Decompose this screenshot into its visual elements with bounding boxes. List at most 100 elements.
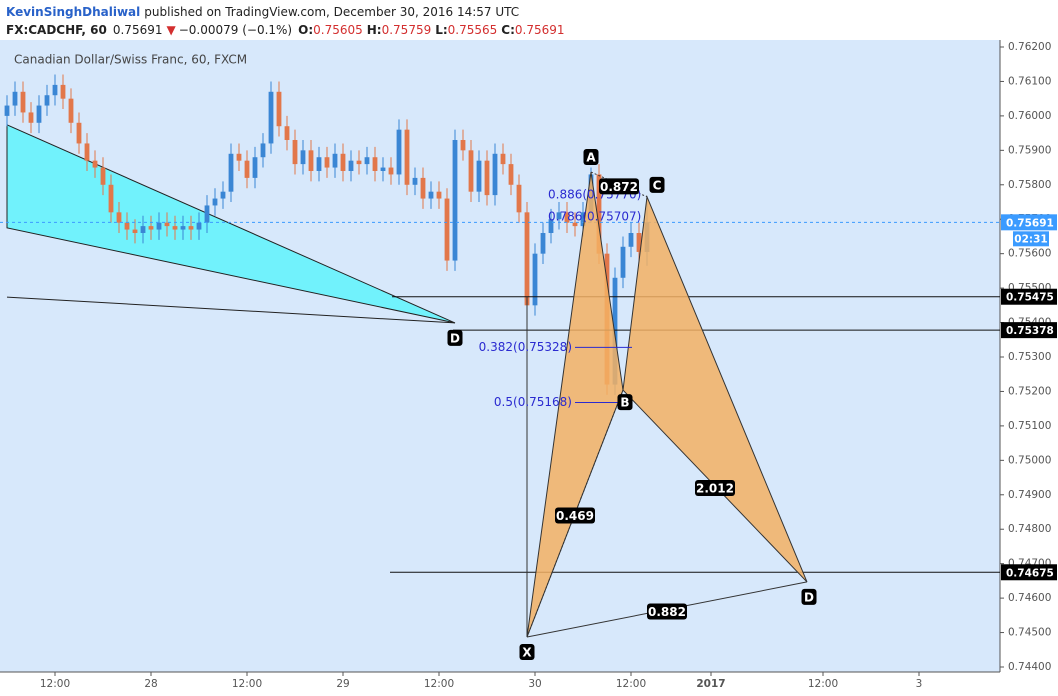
author: KevinSinghDhaliwal [6, 5, 140, 19]
price-axis-background [1000, 40, 1058, 696]
x-tick-label: 2017 [696, 678, 725, 690]
y-tick-label: 0.76100 [1008, 75, 1051, 87]
y-tick-label: 0.75300 [1008, 351, 1051, 363]
point-label-box [801, 588, 817, 605]
header-line: KevinSinghDhaliwal published on TradingVi… [6, 5, 519, 19]
level-label: 0.74675 [1006, 567, 1054, 579]
candle-body [468, 150, 474, 192]
quote-line: FX:CADCHF, 60 0.75691 ▼ −0.00079 (−0.1%) O:0… [6, 23, 565, 37]
close: 0.75691 [515, 23, 565, 37]
point-label: C [653, 178, 662, 192]
candle-body [292, 140, 298, 165]
candle-body [340, 153, 346, 171]
candle-body [236, 153, 242, 161]
candle-body [388, 167, 394, 175]
open: 0.75605 [313, 23, 363, 37]
level-tag [1001, 564, 1057, 581]
candle-body [36, 105, 42, 123]
plot-background [0, 40, 1000, 672]
x-tick-label: 30 [528, 678, 541, 690]
candle-body [196, 222, 202, 230]
candle-body [316, 157, 322, 171]
candle-body [212, 198, 218, 206]
candle-body [76, 122, 82, 144]
candle-body [524, 212, 530, 306]
candle-body [412, 177, 418, 185]
ratio-label: 2.012 [696, 481, 734, 495]
ratio-label-box [555, 507, 595, 524]
candle-body [620, 246, 626, 278]
candle-body [172, 226, 178, 230]
candle-body [148, 226, 154, 230]
countdown-tag [1013, 231, 1049, 247]
candle-body [244, 160, 250, 178]
point-label-box [617, 394, 633, 411]
candle-body [116, 212, 122, 223]
candle-body [404, 129, 410, 185]
candle-body [372, 157, 378, 171]
candle-body [556, 212, 562, 220]
candle-body [572, 222, 578, 227]
candle-body [268, 91, 274, 144]
published: published on TradingView.com, December 3… [144, 5, 519, 19]
x-tick-label: 28 [144, 678, 157, 690]
candle-body [612, 277, 618, 385]
candle-body [628, 233, 634, 247]
x-tick-label: 3 [916, 678, 923, 690]
candle-body [364, 157, 370, 165]
point-label-box [583, 149, 599, 166]
candle-body [436, 191, 442, 199]
candle-body [220, 191, 226, 199]
candle-body [52, 84, 58, 96]
x-tick-label: 12:00 [424, 678, 454, 690]
level-label: 0.75475 [1006, 292, 1054, 304]
candle-body [204, 205, 210, 223]
ratio-label: 0.882 [648, 605, 686, 619]
ratio-label-box [647, 603, 687, 620]
candle-body [284, 126, 290, 140]
candle-body [500, 153, 506, 165]
candle-body [444, 198, 450, 261]
level-label: 0.75378 [1006, 325, 1054, 337]
candle-body [20, 91, 26, 113]
candle-body [228, 153, 234, 192]
y-tick-label: 0.75600 [1008, 248, 1051, 260]
y-tick-label: 0.74900 [1008, 489, 1051, 501]
fib-label: 0.382(0.75328) [479, 340, 572, 354]
high-label: H: [367, 23, 382, 37]
candle-body [68, 98, 74, 123]
ratio-label: 0.872 [600, 180, 638, 194]
last: 0.75691 [113, 23, 163, 37]
y-tick-label: 0.74800 [1008, 523, 1051, 535]
candle-body [380, 167, 386, 171]
candle-body [492, 153, 498, 196]
open-label: O: [298, 23, 313, 37]
candle-body [132, 229, 138, 233]
candle-body [564, 212, 570, 223]
last-price-label: 0.75691 [1006, 217, 1054, 229]
candle-body [484, 160, 490, 196]
candle-body [532, 253, 538, 306]
candle-body [140, 226, 146, 233]
last-price-tag [1001, 214, 1057, 231]
candle-body [428, 191, 434, 199]
candle-body [596, 174, 602, 254]
x-tick-label: 12:00 [808, 678, 838, 690]
x-tick-label: 12:00 [232, 678, 262, 690]
candle-body [324, 157, 330, 168]
wedge [6, 124, 456, 324]
candle-body [508, 164, 514, 185]
point-label: B [620, 396, 629, 410]
y-tick-label: 0.75200 [1008, 385, 1051, 397]
y-tick-label: 0.74500 [1008, 627, 1051, 639]
y-tick-label: 0.75800 [1008, 179, 1051, 191]
wedge-line [6, 296, 456, 324]
candle-body [108, 184, 114, 213]
candle-body [4, 105, 10, 116]
candle-body [356, 160, 362, 165]
candle-body [60, 84, 66, 99]
candle-body [100, 167, 106, 185]
candle-body [124, 222, 130, 230]
